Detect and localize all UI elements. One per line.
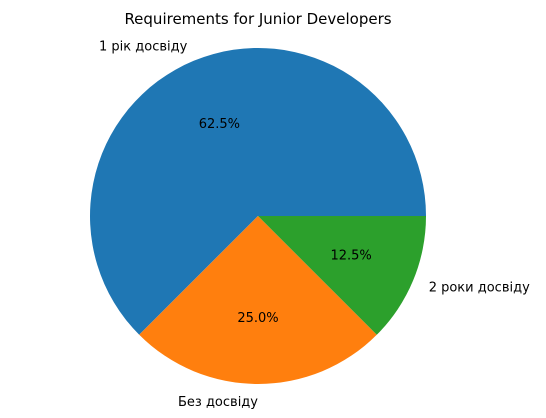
slice-label-0: 1 рік досвіду [99, 39, 188, 54]
slice-pct-1: 25.0% [237, 311, 278, 326]
slice-pct-0: 62.5% [199, 117, 240, 132]
pie-labels: 1 рік досвіду 62.5% Без досвіду 25.0% 2 роки… [99, 39, 530, 410]
pie-slice-0 [89, 47, 426, 335]
slice-label-1: Без досвіду [178, 395, 258, 410]
slice-label-2: 2 роки досвіду [429, 281, 530, 296]
pie-slices [89, 47, 426, 384]
slice-pct-2: 12.5% [330, 249, 371, 264]
pie-slice-1 [139, 216, 377, 384]
chart-title: Requirements for Junior Developers [124, 10, 391, 28]
pie-slice-2 [258, 216, 426, 335]
